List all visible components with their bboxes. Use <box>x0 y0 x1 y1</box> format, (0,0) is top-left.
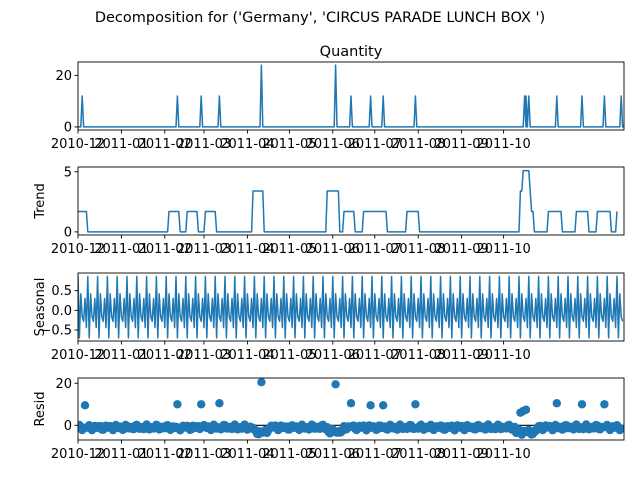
resid-point <box>379 401 388 410</box>
resid-point <box>600 400 609 409</box>
x-tick-label: 2011-08 <box>391 447 445 462</box>
x-tick-label: 2011-02 <box>138 348 192 363</box>
x-tick-label: 2011-10 <box>476 447 530 462</box>
y-tick-label: 0 <box>64 419 72 434</box>
axes-frame-trend <box>77 166 625 236</box>
axes-frame-quantity <box>77 61 625 131</box>
x-tick-label: 2011-05 <box>262 137 316 152</box>
resid-point <box>80 401 90 410</box>
x-tick-label: 2011-01 <box>94 242 148 257</box>
y-tick-label: 20 <box>55 69 72 84</box>
x-tick-label: 2011-03 <box>177 348 231 363</box>
x-tick-label: 2011-02 <box>138 137 192 152</box>
x-tick-label: 2011-03 <box>177 137 231 152</box>
plot-area-seasonal <box>78 275 624 339</box>
y-tick-label: 5 <box>64 165 72 180</box>
resid-point <box>173 400 182 409</box>
x-tick-label: 2011-04 <box>220 137 274 152</box>
series-seasonal-line <box>78 275 624 339</box>
x-tick-label: 2011-10 <box>476 242 530 257</box>
resid-point <box>215 399 224 408</box>
x-tick-label: 2011-09 <box>434 137 488 152</box>
resid-point <box>331 380 340 389</box>
x-tick-label: 2011-05 <box>262 242 316 257</box>
x-tick-label: 2011-06 <box>306 447 360 462</box>
x-tick-label: 2011-04 <box>220 348 274 363</box>
y-tick-label: −0.5 <box>40 323 72 338</box>
resid-point <box>366 401 375 410</box>
x-tick-label: 2011-07 <box>348 348 402 363</box>
series-trend-line <box>78 169 618 233</box>
x-tick-label: 2011-01 <box>94 447 148 462</box>
plot-area-quantity <box>78 64 624 128</box>
x-tick-label: 2010-12 <box>51 242 105 257</box>
x-tick-label: 2010-12 <box>51 137 105 152</box>
x-tick-label: 2011-04 <box>220 242 274 257</box>
x-tick-label: 2011-02 <box>138 447 192 462</box>
panel-title: Quantity <box>320 44 383 60</box>
plot-area-resid <box>78 378 624 439</box>
y-tick-label: 0 <box>64 225 72 240</box>
x-tick-label: 2010-12 <box>51 348 105 363</box>
x-tick-label: 2011-06 <box>306 242 360 257</box>
plot-area-trend <box>78 169 618 233</box>
y-axis-label: Resid <box>33 391 48 426</box>
x-tick-label: 2011-02 <box>138 242 192 257</box>
y-axis-label: Trend <box>33 183 48 220</box>
x-tick-label: 2011-05 <box>262 348 316 363</box>
x-tick-label: 2011-10 <box>476 137 530 152</box>
series-quantity-line <box>78 64 624 128</box>
x-tick-label: 2011-05 <box>262 447 316 462</box>
x-tick-label: 2011-06 <box>306 137 360 152</box>
x-tick-label: 2011-04 <box>220 447 274 462</box>
y-tick-label: 0.0 <box>51 304 72 319</box>
panel-seasonal: −0.50.00.52010-122011-012011-022011-0320… <box>33 272 625 363</box>
panel-resid: 0202010-122011-012011-022011-032011-0420… <box>33 377 625 462</box>
resid-point <box>521 405 531 414</box>
x-tick-label: 2011-09 <box>434 447 488 462</box>
resid-point <box>411 400 420 409</box>
y-axis-label: Seasonal <box>33 278 48 337</box>
panel-quantity: 0202010-122011-012011-022011-032011-0420… <box>51 44 625 152</box>
resid-point <box>617 424 624 433</box>
resid-point <box>552 399 561 408</box>
x-tick-label: 2011-08 <box>391 348 445 363</box>
x-tick-label: 2011-01 <box>94 348 148 363</box>
x-tick-label: 2011-10 <box>476 348 530 363</box>
y-tick-label: 0 <box>64 120 72 135</box>
x-tick-label: 2010-12 <box>51 447 105 462</box>
resid-point <box>197 400 206 409</box>
axes-frame-seasonal <box>77 272 625 342</box>
panel-trend: 052010-122011-012011-022011-032011-04201… <box>33 165 625 257</box>
x-tick-label: 2011-08 <box>391 242 445 257</box>
x-tick-label: 2011-08 <box>391 137 445 152</box>
resid-point <box>346 399 356 408</box>
x-tick-label: 2011-03 <box>177 447 231 462</box>
x-tick-label: 2011-01 <box>94 137 148 152</box>
x-tick-label: 2011-07 <box>348 242 402 257</box>
x-tick-label: 2011-07 <box>348 137 402 152</box>
y-tick-label: 20 <box>55 377 72 392</box>
x-tick-label: 2011-06 <box>306 348 360 363</box>
x-tick-label: 2011-09 <box>434 242 488 257</box>
x-tick-label: 2011-03 <box>177 242 231 257</box>
y-tick-label: 0.5 <box>51 284 72 299</box>
figure-suptitle: Decomposition for ('Germany', 'CIRCUS PA… <box>95 10 545 26</box>
resid-point <box>257 378 266 387</box>
axes-frame-resid <box>77 377 625 441</box>
x-tick-label: 2011-07 <box>348 447 402 462</box>
resid-point <box>577 400 587 409</box>
x-tick-label: 2011-09 <box>434 348 488 363</box>
